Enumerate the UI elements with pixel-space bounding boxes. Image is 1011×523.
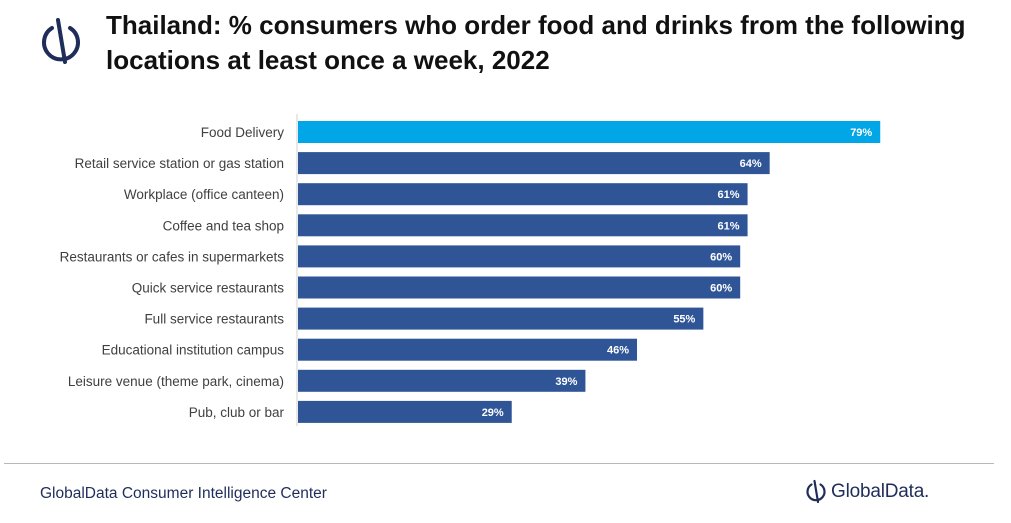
bar <box>298 400 512 423</box>
category-label: Full service restaurants <box>144 312 284 327</box>
category-label: Pub, club or bar <box>189 405 285 420</box>
bar <box>298 369 586 392</box>
data-label: 61% <box>718 220 740 232</box>
category-label: Restaurants or cafes in supermarkets <box>60 249 285 264</box>
brand-logo: GlobalData. <box>805 477 929 507</box>
category-label: Leisure venue (theme park, cinema) <box>68 374 284 389</box>
data-label: 55% <box>673 314 695 326</box>
data-label: 46% <box>607 345 629 357</box>
category-label: Food Delivery <box>201 125 285 140</box>
bar <box>298 276 741 299</box>
category-label: Workplace (office canteen) <box>124 187 284 202</box>
category-label: Quick service restaurants <box>132 281 285 296</box>
bar <box>298 245 741 268</box>
category-label: Retail service station or gas station <box>75 156 284 171</box>
bar <box>298 307 704 330</box>
bar <box>298 338 638 361</box>
category-label: Educational institution campus <box>102 343 285 358</box>
data-label: 64% <box>740 158 762 170</box>
bar-chart: Food Delivery 79% Retail service station o… <box>0 108 1011 438</box>
source-note: GlobalData Consumer Intelligence Center <box>40 485 327 502</box>
data-label: 29% <box>482 407 504 419</box>
bar <box>298 214 748 237</box>
category-label: Coffee and tea shop <box>163 218 284 233</box>
chart-title: Thailand: % consumers who order food and… <box>106 10 966 75</box>
globaldata-logo-icon <box>42 18 80 64</box>
data-label: 60% <box>710 251 732 263</box>
globaldata-logo-icon <box>806 479 826 504</box>
bar <box>298 183 748 206</box>
bar <box>298 121 881 143</box>
data-label: 61% <box>718 189 740 201</box>
bar <box>298 152 770 175</box>
data-label: 60% <box>710 283 732 295</box>
brand-name: GlobalData. <box>831 481 930 502</box>
bar-chart-svg: Food Delivery 79% Retail service station o… <box>60 114 881 426</box>
data-label: 39% <box>555 376 577 388</box>
footer-divider <box>4 463 994 464</box>
data-label: 79% <box>850 127 872 139</box>
